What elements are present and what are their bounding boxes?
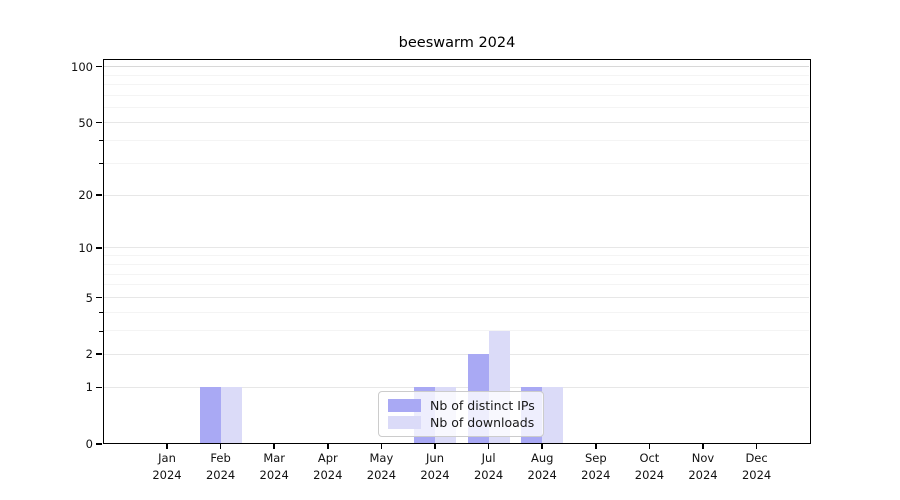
x-tick-label: Oct 2024: [634, 451, 665, 482]
y-minor-tick-mark: [99, 312, 103, 314]
x-tick-label: Mar 2024: [259, 451, 289, 482]
x-tick-mark: [434, 444, 436, 449]
minor-gridline: [104, 95, 809, 97]
x-tick-mark: [541, 444, 543, 449]
y-tick-mark: [96, 65, 102, 68]
major-gridline: [104, 386, 809, 388]
minor-gridline: [104, 84, 809, 86]
minor-gridline: [104, 162, 809, 164]
minor-gridline: [104, 284, 809, 286]
x-tick-label: Dec 2024: [741, 451, 772, 482]
y-tick-mark: [96, 386, 102, 389]
chart-title: beeswarm 2024: [398, 35, 516, 51]
bar-distinct-ips: [199, 387, 221, 443]
minor-gridline: [104, 330, 809, 332]
y-tick-label: 20: [78, 188, 93, 203]
y-tick-mark: [96, 443, 102, 445]
y-tick-mark: [96, 194, 102, 196]
x-tick-mark: [219, 444, 222, 449]
y-minor-tick-mark: [99, 163, 103, 165]
minor-gridline: [104, 273, 809, 275]
x-tick-label: Jul 2024: [473, 451, 504, 482]
y-tick-mark: [96, 353, 102, 355]
x-tick-label: Jan 2024: [152, 451, 182, 482]
legend-swatch: [388, 398, 421, 412]
y-tick-label: 2: [85, 347, 93, 362]
major-gridline: [104, 122, 809, 124]
y-tick-label: 50: [78, 115, 93, 130]
x-tick-mark: [755, 444, 758, 449]
x-tick-mark: [166, 444, 168, 449]
y-tick-mark: [96, 296, 102, 299]
x-tick-mark: [702, 444, 704, 449]
x-tick-mark: [273, 444, 275, 449]
x-tick-label: Feb 2024: [205, 451, 236, 482]
x-tick-mark: [648, 444, 651, 449]
x-tick-mark: [595, 444, 597, 449]
legend-label: Nb of distinct IPs: [430, 397, 535, 413]
y-tick-mark: [96, 247, 102, 249]
x-tick-label: Sep 2024: [581, 451, 611, 482]
x-tick-label: Jun 2024: [420, 451, 450, 482]
x-tick-mark: [327, 444, 329, 449]
y-tick-label: 1: [85, 380, 93, 395]
minor-gridline: [104, 107, 809, 109]
minor-gridline: [104, 311, 809, 313]
y-minor-tick-mark: [99, 140, 103, 142]
x-tick-label: May 2024: [366, 451, 397, 482]
minor-gridline: [104, 139, 809, 141]
y-tick-label: 10: [78, 240, 93, 255]
legend: Nb of distinct IPs Nb of downloads: [378, 391, 544, 437]
x-tick-mark: [487, 444, 490, 449]
y-tick-label: 100: [71, 59, 93, 74]
y-tick-label: 5: [85, 290, 93, 305]
minor-gridline: [104, 74, 809, 76]
y-minor-tick-mark: [99, 330, 103, 332]
major-gridline: [104, 353, 809, 355]
y-tick-mark: [96, 121, 102, 124]
legend-swatch: [388, 416, 421, 430]
legend-entry-downloads: Nb of downloads: [388, 415, 534, 430]
plot-area: [103, 59, 811, 444]
major-gridline: [104, 247, 809, 249]
x-tick-label: Aug 2024: [527, 451, 557, 482]
y-tick-label: 0: [85, 437, 93, 451]
bar-downloads: [220, 387, 242, 443]
minor-gridline: [104, 255, 809, 257]
legend-entry-distinct-ips: Nb of distinct IPs: [388, 397, 535, 413]
legend-label: Nb of downloads: [430, 415, 535, 431]
x-tick-mark: [380, 444, 383, 449]
x-tick-label: Apr 2024: [313, 451, 343, 482]
major-gridline: [104, 66, 809, 68]
x-tick-label: Nov 2024: [688, 451, 718, 482]
major-gridline: [104, 297, 809, 299]
major-gridline: [104, 194, 809, 196]
bar-downloads: [542, 387, 564, 443]
minor-gridline: [104, 263, 809, 265]
